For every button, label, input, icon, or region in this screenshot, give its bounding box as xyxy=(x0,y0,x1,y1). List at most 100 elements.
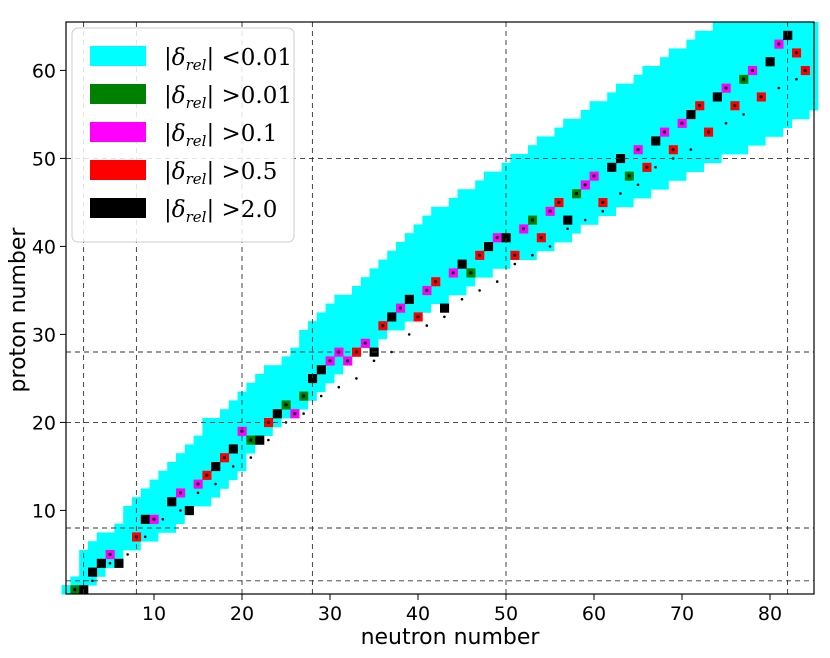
stable-dot xyxy=(478,253,482,257)
stable-dot xyxy=(372,359,376,363)
stable-dot xyxy=(610,165,614,169)
band-row xyxy=(79,550,124,560)
stable-dot xyxy=(548,209,552,213)
stable-dots-layer xyxy=(73,33,807,592)
band-row xyxy=(184,444,256,454)
y-tick-label: 20 xyxy=(32,412,56,434)
x-tick-label: 20 xyxy=(230,603,254,625)
stable-dot xyxy=(557,200,561,204)
stable-dot xyxy=(469,271,473,275)
band-row xyxy=(228,400,308,410)
band-row xyxy=(299,338,379,348)
stable-dot xyxy=(73,588,77,591)
band-row xyxy=(633,74,819,84)
band-row xyxy=(202,426,273,436)
band-row xyxy=(457,189,652,199)
stable-dot xyxy=(222,456,226,460)
stable-dot xyxy=(618,156,623,160)
x-tick-label: 10 xyxy=(142,603,166,625)
band-row xyxy=(660,57,819,67)
legend-swatch xyxy=(90,46,146,66)
stable-dot xyxy=(434,280,438,284)
stable-dot xyxy=(460,297,464,301)
band-row xyxy=(88,541,141,551)
stable-dot xyxy=(126,553,129,556)
band-row xyxy=(413,224,581,234)
legend-label: |δrel| >2.0 xyxy=(164,197,277,226)
stable-dot xyxy=(99,561,103,565)
stable-dot xyxy=(636,183,640,187)
y-tick-label: 10 xyxy=(32,500,56,522)
stable-dot xyxy=(636,148,640,152)
stable-dot xyxy=(619,192,622,195)
band-row xyxy=(193,435,264,445)
band-row xyxy=(686,39,819,49)
stable-dot xyxy=(777,86,781,90)
y-tick-label: 60 xyxy=(32,60,56,82)
band-row xyxy=(246,382,326,392)
band-row xyxy=(396,242,555,252)
stable-dot xyxy=(601,200,605,204)
stable-dot xyxy=(715,95,719,99)
x-tick-label: 40 xyxy=(406,603,430,625)
stable-dot xyxy=(460,262,464,266)
band-row xyxy=(378,259,511,269)
stable-dot xyxy=(742,113,745,116)
stable-dot xyxy=(337,385,341,389)
band-row xyxy=(281,356,352,366)
y-tick-label: 50 xyxy=(32,148,56,170)
stable-dot xyxy=(662,130,667,134)
stable-dot xyxy=(803,68,807,72)
band-row xyxy=(475,180,669,190)
stable-dot xyxy=(258,438,262,442)
band-row xyxy=(360,277,476,287)
y-tick-label: 30 xyxy=(32,324,56,346)
stable-dot xyxy=(407,297,411,301)
stable-dot xyxy=(108,552,112,557)
stable-dot xyxy=(416,315,420,319)
stable-dot xyxy=(398,306,402,310)
stable-dot xyxy=(390,315,394,319)
x-tick-label: 30 xyxy=(318,603,342,625)
stable-dot xyxy=(548,245,552,248)
stable-dot xyxy=(750,68,755,72)
band-row xyxy=(264,365,344,375)
stable-dot xyxy=(319,368,323,372)
stable-dot xyxy=(90,570,94,574)
stable-dot xyxy=(152,517,156,521)
band-row xyxy=(149,479,229,489)
stable-dot xyxy=(108,561,112,565)
stable-dot xyxy=(759,95,763,99)
legend-label: |δrel| <0.01 xyxy=(164,45,292,74)
stable-dot xyxy=(302,412,305,415)
stable-dot xyxy=(583,183,587,187)
stable-dot xyxy=(161,517,165,521)
stable-dot xyxy=(768,60,772,64)
stable-dot xyxy=(187,508,191,512)
band-row xyxy=(325,303,432,313)
band-row xyxy=(220,409,300,419)
stable-dot xyxy=(442,306,446,310)
stable-dot xyxy=(698,104,702,108)
stable-dot xyxy=(143,535,147,539)
stable-dot xyxy=(328,359,332,363)
band-row xyxy=(316,312,414,322)
band-row xyxy=(158,470,238,480)
stable-dot xyxy=(214,464,218,468)
stable-dot xyxy=(566,218,570,222)
band-row xyxy=(167,462,247,472)
x-axis-title: neutron number xyxy=(361,625,541,650)
stable-dot xyxy=(205,473,209,477)
stable-dot xyxy=(293,412,297,416)
stable-dot xyxy=(495,280,499,283)
stable-dot xyxy=(275,412,279,416)
legend-swatch xyxy=(90,198,146,218)
stable-dot xyxy=(117,561,121,565)
stable-dot xyxy=(425,288,429,292)
stable-dot xyxy=(231,447,235,451)
stable-dot xyxy=(645,165,649,169)
plot-frame xyxy=(65,21,815,595)
band-row xyxy=(712,22,819,32)
stable-dot xyxy=(724,121,728,125)
